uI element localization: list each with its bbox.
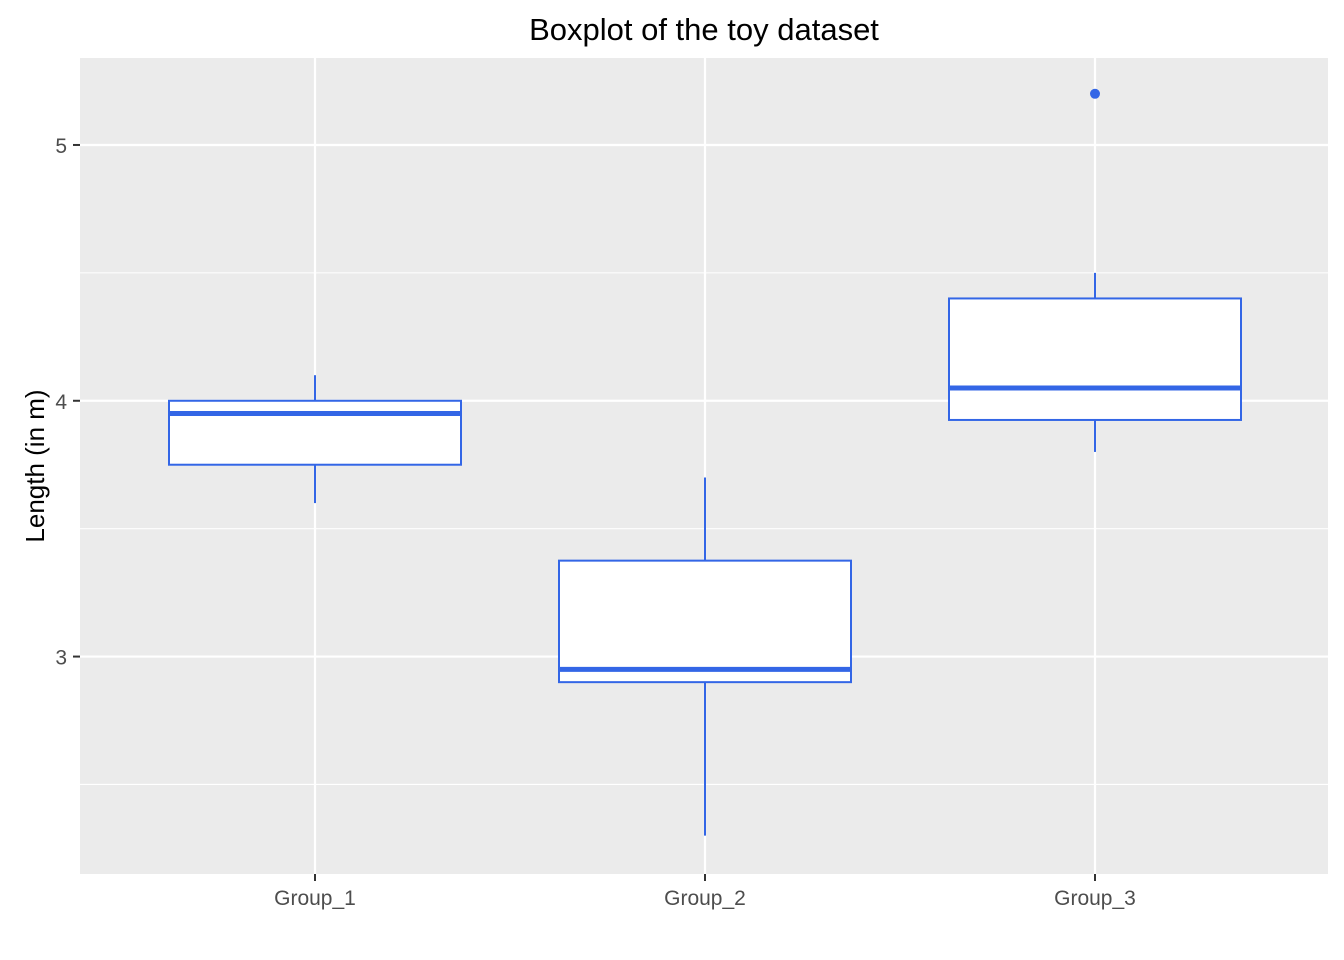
y-tick-label: 3 (55, 647, 67, 670)
box-group-1 (169, 401, 461, 465)
x-tick-label: Group_2 (664, 887, 746, 910)
y-tick-label: 5 (55, 135, 67, 158)
plot-layer: 3 4 5 Group_1 Group_2 Group_3 (55, 58, 1328, 910)
box-group-3 (949, 298, 1241, 420)
x-tick-label: Group_1 (274, 887, 356, 910)
x-tick-label: Group_3 (1054, 887, 1136, 910)
box-group-2 (559, 561, 851, 683)
outlier-point-group-3 (1090, 89, 1100, 99)
y-tick-label: 4 (55, 391, 67, 414)
y-axis-title: Length (in m) (20, 389, 50, 542)
chart-title: Boxplot of the toy dataset (529, 12, 879, 47)
